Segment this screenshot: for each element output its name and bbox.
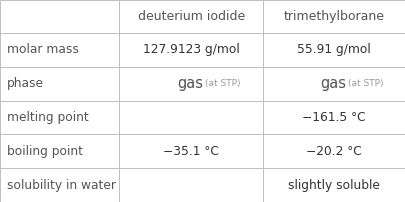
Text: gas: gas [320, 76, 346, 91]
Text: phase: phase [7, 77, 44, 90]
Bar [263, 168, 405, 202]
Text: deuterium iodide: deuterium iodide [138, 10, 245, 23]
Bar [0, 168, 119, 202]
Bar [0, 134, 119, 168]
Text: melting point: melting point [7, 111, 89, 124]
Text: boiling point: boiling point [7, 145, 83, 158]
Text: −161.5 °C: −161.5 °C [302, 111, 366, 124]
Text: trimethylborane: trimethylborane [284, 10, 385, 23]
Text: 127.9123 g/mol: 127.9123 g/mol [143, 43, 240, 56]
Bar [119, 168, 263, 202]
Bar [0, 67, 119, 101]
Text: −35.1 °C: −35.1 °C [164, 145, 219, 158]
Text: −20.2 °C: −20.2 °C [306, 145, 362, 158]
Text: 55.91 g/mol: 55.91 g/mol [297, 43, 371, 56]
Text: molar mass: molar mass [7, 43, 79, 56]
Bar [119, 33, 263, 67]
Bar [0, 33, 119, 67]
Text: solubility in water: solubility in water [7, 179, 116, 192]
Text: gas: gas [177, 76, 203, 91]
Bar [263, 0, 405, 33]
Bar [119, 101, 263, 134]
Bar [119, 0, 263, 33]
Text: (at STP): (at STP) [205, 79, 241, 88]
Bar [0, 0, 119, 33]
Bar [263, 33, 405, 67]
Bar [119, 134, 263, 168]
Bar [263, 101, 405, 134]
Bar [263, 134, 405, 168]
Text: slightly soluble: slightly soluble [288, 179, 380, 192]
Bar [263, 67, 405, 101]
Bar [119, 67, 263, 101]
Text: (at STP): (at STP) [348, 79, 384, 88]
Bar [0, 101, 119, 134]
